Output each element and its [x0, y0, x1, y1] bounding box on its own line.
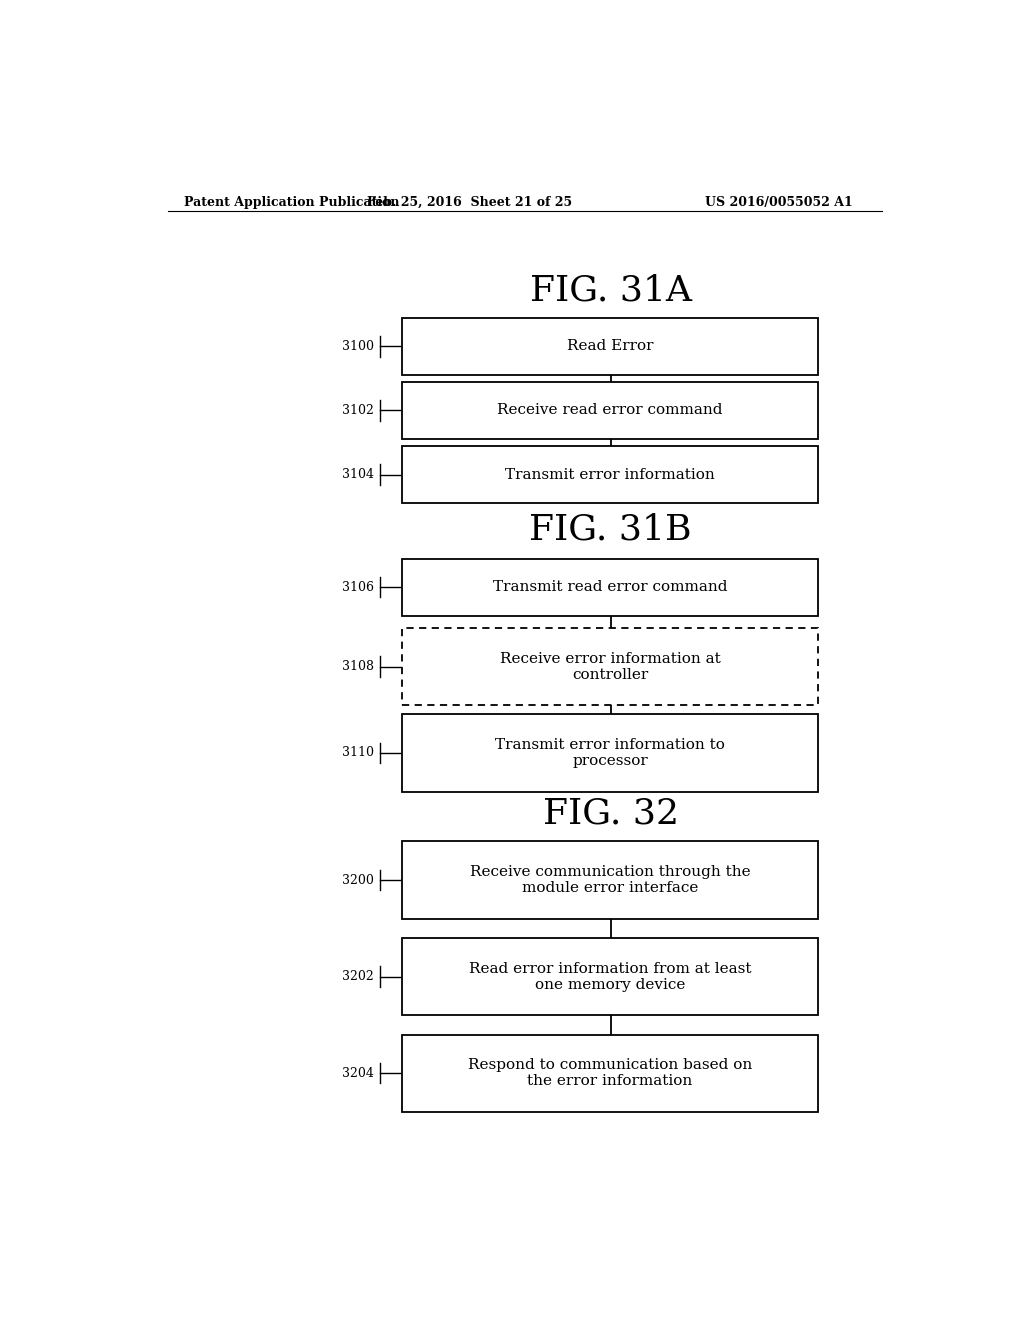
Bar — [401, 446, 818, 503]
Text: Patent Application Publication: Patent Application Publication — [183, 195, 399, 209]
Text: 3200: 3200 — [342, 874, 374, 887]
Bar — [401, 558, 818, 616]
Text: Respond to communication based on
the error information: Respond to communication based on the er… — [468, 1059, 753, 1088]
Text: Read error information from at least
one memory device: Read error information from at least one… — [469, 961, 752, 991]
Text: Receive error information at
controller: Receive error information at controller — [500, 652, 721, 681]
Text: FIG. 31B: FIG. 31B — [529, 512, 692, 546]
Text: 3108: 3108 — [342, 660, 374, 673]
Text: 3110: 3110 — [342, 747, 374, 759]
Text: Receive communication through the
module error interface: Receive communication through the module… — [470, 865, 751, 895]
Text: Transmit error information to
processor: Transmit error information to processor — [496, 738, 725, 768]
Bar — [401, 318, 818, 375]
Text: Read Error: Read Error — [567, 339, 653, 354]
Text: Transmit error information: Transmit error information — [505, 467, 715, 482]
Bar — [401, 1035, 818, 1111]
Text: 3106: 3106 — [342, 581, 374, 594]
Text: 3204: 3204 — [342, 1067, 374, 1080]
Bar — [401, 841, 818, 919]
Text: FIG. 31A: FIG. 31A — [529, 273, 691, 308]
Text: FIG. 32: FIG. 32 — [543, 797, 679, 832]
Text: 3102: 3102 — [342, 404, 374, 417]
Text: Transmit read error command: Transmit read error command — [493, 581, 727, 594]
Bar — [401, 628, 818, 705]
Text: Receive read error command: Receive read error command — [498, 404, 723, 417]
Text: 3100: 3100 — [342, 341, 374, 352]
Bar — [401, 714, 818, 792]
Text: 3104: 3104 — [342, 469, 374, 480]
Text: 3202: 3202 — [342, 970, 374, 983]
Bar — [401, 381, 818, 440]
Bar — [401, 939, 818, 1015]
Text: Feb. 25, 2016  Sheet 21 of 25: Feb. 25, 2016 Sheet 21 of 25 — [367, 195, 571, 209]
Text: US 2016/0055052 A1: US 2016/0055052 A1 — [705, 195, 853, 209]
